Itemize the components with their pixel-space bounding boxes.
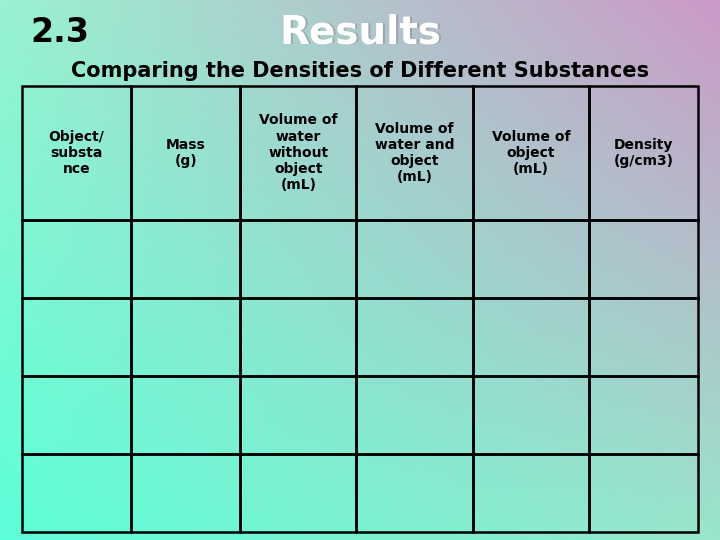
Bar [472,376,589,454]
Bar [356,376,472,454]
Bar [22,220,131,298]
Text: Volume of
water
without
object
(mL): Volume of water without object (mL) [259,113,338,192]
Text: Comparing the Densities of Different Substances: Comparing the Densities of Different Sub… [71,61,649,81]
Bar [472,86,589,220]
Text: 2.3: 2.3 [30,16,89,49]
Bar [589,220,698,298]
Bar [240,454,356,532]
Bar [472,298,589,376]
Bar [589,86,698,220]
Bar [356,454,472,532]
Bar [131,220,240,298]
Bar [472,220,589,298]
Bar [356,298,472,376]
Bar [131,454,240,532]
Bar [240,298,356,376]
Bar [589,454,698,532]
Bar [589,298,698,376]
Bar [131,86,240,220]
Bar [131,376,240,454]
Bar [22,454,131,532]
Bar [240,86,356,220]
Bar [22,298,131,376]
Bar [240,220,356,298]
Bar [356,86,472,220]
Text: Density
(g/cm3): Density (g/cm3) [613,138,673,168]
Bar [472,454,589,532]
Text: Results: Results [281,14,443,52]
Bar [356,220,472,298]
Text: Object/
substa
nce: Object/ substa nce [49,130,104,176]
Bar [131,298,240,376]
Bar [22,376,131,454]
Bar [22,86,131,220]
Text: Volume of
water and
object
(mL): Volume of water and object (mL) [375,122,454,184]
Bar [240,376,356,454]
Text: Results: Results [279,13,441,51]
Text: Volume of
object
(mL): Volume of object (mL) [492,130,570,176]
Bar [589,376,698,454]
Text: Mass
(g): Mass (g) [166,138,206,168]
